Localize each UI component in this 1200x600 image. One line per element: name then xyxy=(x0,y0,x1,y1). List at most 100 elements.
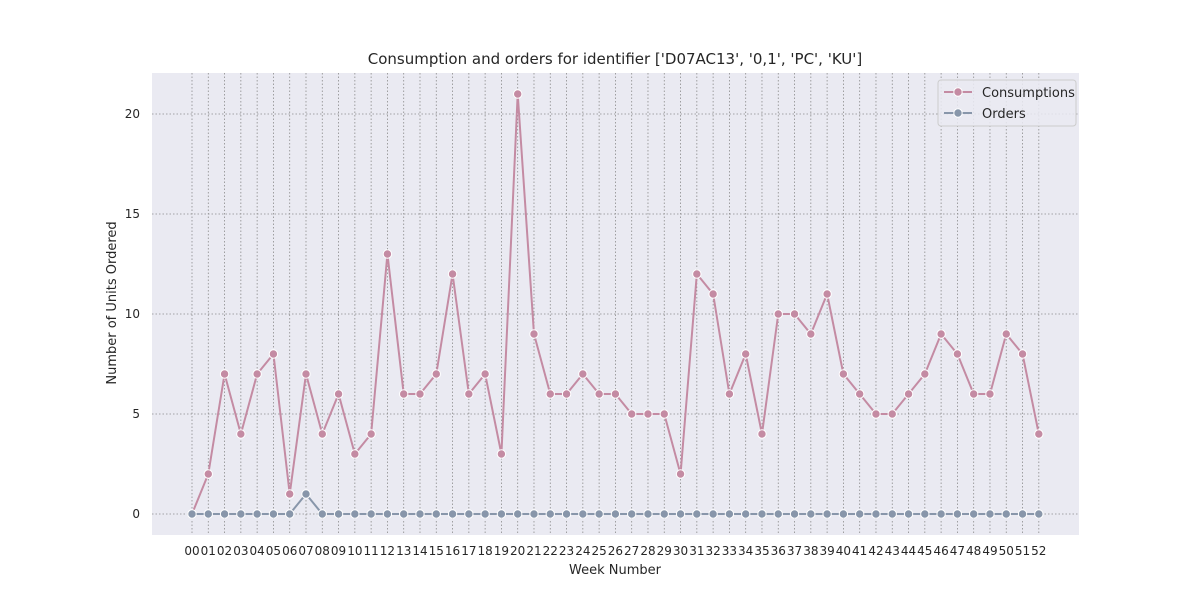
data-point xyxy=(1017,349,1028,359)
data-point xyxy=(1001,509,1011,519)
data-point xyxy=(382,249,393,259)
x-axis-label: Week Number xyxy=(569,563,662,578)
data-point xyxy=(692,269,702,279)
data-point xyxy=(529,329,539,339)
x-tick-label: 13 xyxy=(396,544,411,558)
data-point xyxy=(447,509,458,519)
data-point xyxy=(578,369,588,379)
data-point xyxy=(285,489,295,499)
data-point xyxy=(236,509,246,519)
data-point xyxy=(643,409,653,419)
data-point xyxy=(268,349,279,359)
data-point xyxy=(594,509,604,519)
data-point xyxy=(317,509,327,519)
data-point xyxy=(854,389,865,399)
x-tick-label: 33 xyxy=(722,544,737,558)
data-point xyxy=(806,329,816,339)
x-tick-label: 50 xyxy=(999,544,1014,558)
data-point xyxy=(773,509,783,519)
data-point xyxy=(513,509,523,519)
data-point xyxy=(415,389,425,399)
data-point xyxy=(496,449,507,459)
data-point xyxy=(236,429,246,439)
data-point xyxy=(968,509,979,519)
data-point xyxy=(415,509,425,519)
legend-item: Orders xyxy=(944,107,1026,122)
data-point xyxy=(936,509,946,519)
x-tick-label: 09 xyxy=(331,544,346,558)
data-point xyxy=(252,509,262,519)
data-point xyxy=(675,469,686,479)
x-tick-label: 43 xyxy=(885,544,900,558)
x-tick-label: 47 xyxy=(950,544,965,558)
x-tick-label: 48 xyxy=(966,544,981,558)
x-tick-label: 32 xyxy=(705,544,720,558)
x-tick-label: 03 xyxy=(233,544,248,558)
y-tick-label: 15 xyxy=(125,207,140,221)
data-point xyxy=(757,509,767,519)
data-point xyxy=(252,369,262,379)
data-point xyxy=(806,509,816,519)
legend-item: Consumptions xyxy=(944,86,1075,101)
x-tick-label: 22 xyxy=(543,544,558,558)
data-point xyxy=(692,509,702,519)
data-point xyxy=(545,509,555,519)
x-tick-label: 19 xyxy=(494,544,509,558)
data-point xyxy=(301,369,311,379)
data-point xyxy=(1034,429,1044,439)
data-point xyxy=(219,509,230,519)
x-tick-label: 07 xyxy=(298,544,313,558)
data-point xyxy=(822,289,832,299)
data-point xyxy=(203,509,213,519)
x-tick-label: 49 xyxy=(982,544,997,558)
data-point xyxy=(203,469,213,479)
y-axis-ticks: 0 5 10 15 20 xyxy=(125,107,140,521)
x-tick-label: 20 xyxy=(510,544,525,558)
x-tick-label: 44 xyxy=(901,544,916,558)
data-point xyxy=(920,369,930,379)
series-orders xyxy=(187,489,1044,519)
x-tick-label: 01 xyxy=(201,544,216,558)
data-point xyxy=(740,509,751,519)
data-point xyxy=(366,429,376,439)
data-point xyxy=(643,509,653,519)
x-tick-label: 45 xyxy=(917,544,932,558)
x-tick-label: 14 xyxy=(412,544,427,558)
x-tick-label: 16 xyxy=(445,544,460,558)
y-tick-label: 20 xyxy=(125,107,140,121)
x-tick-label: 29 xyxy=(657,544,672,558)
series-layer xyxy=(187,89,1044,519)
data-point xyxy=(920,509,930,519)
x-tick-label: 05 xyxy=(266,544,281,558)
x-tick-label: 37 xyxy=(787,544,802,558)
data-point xyxy=(903,389,914,399)
data-point xyxy=(903,509,914,519)
data-point xyxy=(1001,329,1011,339)
x-tick-label: 30 xyxy=(673,544,688,558)
data-point xyxy=(854,509,865,519)
data-point xyxy=(268,509,279,519)
legend-label: Consumptions xyxy=(982,86,1075,101)
data-point xyxy=(757,429,767,439)
data-point xyxy=(219,369,230,379)
data-point xyxy=(838,509,849,519)
data-point xyxy=(594,389,604,399)
x-tick-label: 17 xyxy=(461,544,476,558)
x-tick-label: 46 xyxy=(933,544,948,558)
data-point xyxy=(838,369,849,379)
x-tick-label: 11 xyxy=(363,544,378,558)
y-tick-label: 0 xyxy=(132,507,140,521)
x-axis-ticks: 00 01 02 03 04 05 06 07 08 09 10 11 12 13 14 15 16 17 18 19… xyxy=(184,544,1046,558)
data-point xyxy=(887,509,897,519)
data-point xyxy=(610,509,621,519)
data-point xyxy=(464,389,474,399)
x-tick-label: 27 xyxy=(624,544,639,558)
legend: Consumptions Orders xyxy=(937,79,1077,127)
data-point xyxy=(480,509,490,519)
data-point xyxy=(301,489,311,499)
data-point xyxy=(513,89,523,99)
data-point xyxy=(333,509,344,519)
data-point xyxy=(822,509,832,519)
data-point xyxy=(285,509,295,519)
